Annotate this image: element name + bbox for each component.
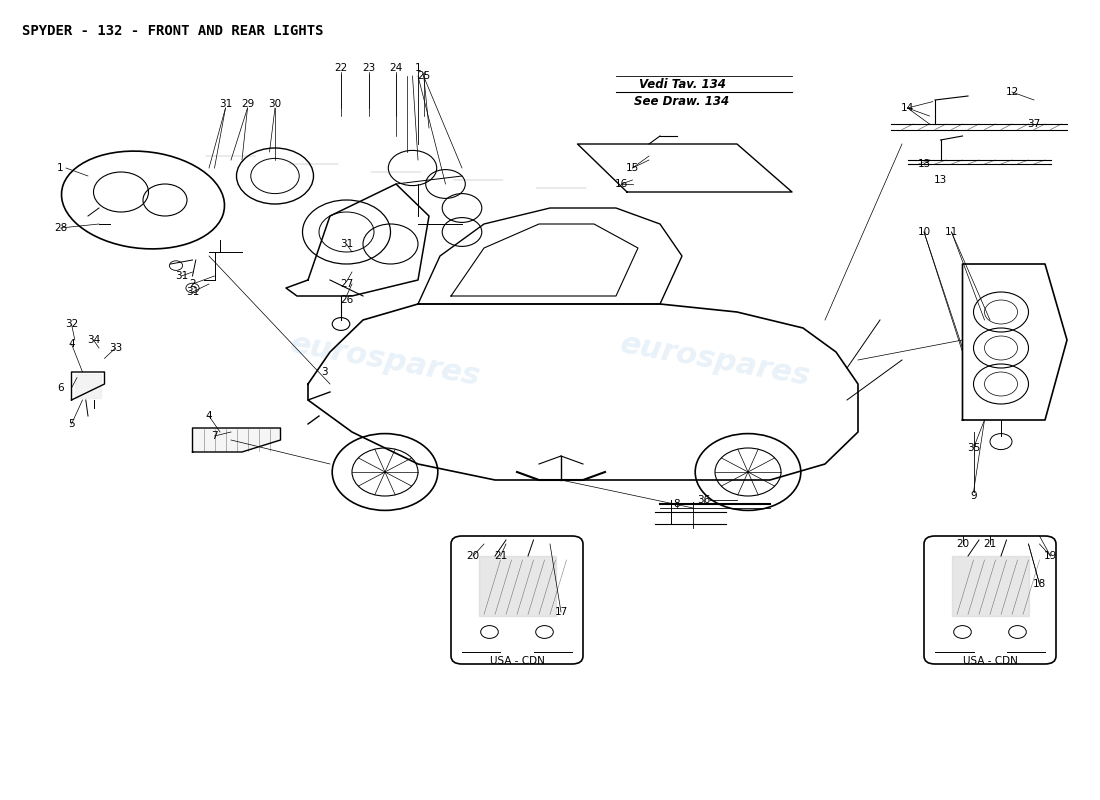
- Text: 31: 31: [219, 99, 232, 109]
- Text: 11: 11: [945, 227, 958, 237]
- Text: 25: 25: [417, 71, 430, 81]
- Text: 35: 35: [967, 443, 980, 453]
- Text: 18: 18: [1033, 579, 1046, 589]
- Text: eurospares: eurospares: [287, 329, 483, 391]
- Text: USA - CDN: USA - CDN: [490, 656, 544, 666]
- Text: 2: 2: [189, 279, 196, 289]
- Text: 23: 23: [362, 63, 375, 73]
- Text: 33: 33: [109, 343, 122, 353]
- Text: 30: 30: [268, 99, 282, 109]
- Text: 8: 8: [673, 499, 680, 509]
- Text: 12: 12: [1005, 87, 1019, 97]
- Text: 20: 20: [956, 539, 969, 549]
- Text: 13: 13: [934, 175, 947, 185]
- Text: 14: 14: [901, 103, 914, 113]
- Text: 29: 29: [241, 99, 254, 109]
- Text: 16: 16: [615, 179, 628, 189]
- Polygon shape: [192, 428, 280, 452]
- Text: 31: 31: [175, 271, 188, 281]
- Text: 13: 13: [917, 159, 931, 169]
- Text: 4: 4: [206, 411, 212, 421]
- Text: 15: 15: [626, 163, 639, 173]
- Text: 22: 22: [334, 63, 348, 73]
- Text: 31: 31: [186, 287, 199, 297]
- Polygon shape: [952, 556, 1028, 616]
- Polygon shape: [478, 556, 556, 616]
- Text: 7: 7: [211, 431, 218, 441]
- Text: 24: 24: [389, 63, 403, 73]
- Text: See Draw. 134: See Draw. 134: [635, 95, 729, 108]
- Text: 32: 32: [65, 319, 78, 329]
- Text: 36: 36: [697, 495, 711, 505]
- Text: SPYDER - 132 - FRONT AND REAR LIGHTS: SPYDER - 132 - FRONT AND REAR LIGHTS: [22, 24, 323, 38]
- Text: USA - CDN: USA - CDN: [962, 656, 1018, 666]
- Text: 1: 1: [57, 163, 64, 173]
- Text: 28: 28: [54, 223, 67, 233]
- Text: Vedi Tav. 134: Vedi Tav. 134: [639, 78, 725, 90]
- Text: 20: 20: [466, 551, 480, 561]
- Text: 9: 9: [970, 491, 977, 501]
- Polygon shape: [75, 374, 101, 398]
- Text: eurospares: eurospares: [617, 329, 813, 391]
- Text: 19: 19: [1044, 551, 1057, 561]
- Text: 4: 4: [68, 339, 75, 349]
- Text: 26: 26: [340, 295, 353, 305]
- Text: 1: 1: [415, 63, 421, 73]
- Text: 27: 27: [340, 279, 353, 289]
- Text: 5: 5: [68, 419, 75, 429]
- Text: 21: 21: [494, 551, 507, 561]
- Text: 21: 21: [983, 539, 997, 549]
- Text: 34: 34: [87, 335, 100, 345]
- Text: 3: 3: [321, 367, 328, 377]
- Text: 37: 37: [1027, 119, 1041, 129]
- Text: 31: 31: [340, 239, 353, 249]
- Text: 10: 10: [917, 227, 931, 237]
- Text: 17: 17: [554, 607, 568, 617]
- Text: 6: 6: [57, 383, 64, 393]
